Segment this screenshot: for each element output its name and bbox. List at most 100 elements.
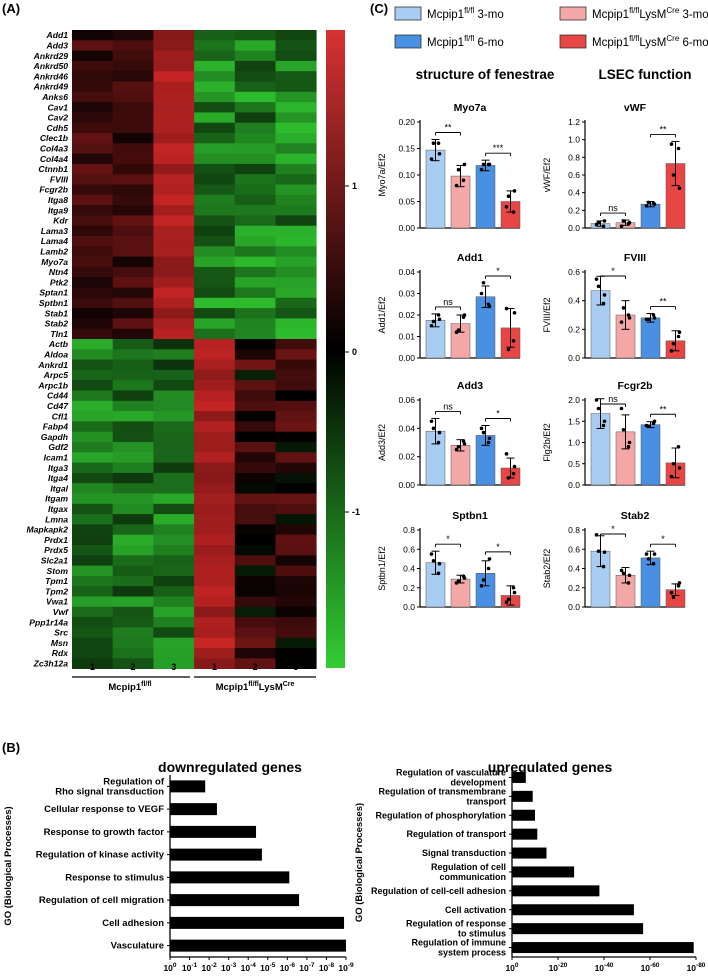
significance-label: ns [443, 297, 453, 307]
legend-tail: LysM [639, 37, 666, 49]
heatmap-cell [234, 194, 276, 206]
heatmap-cell [153, 472, 195, 484]
heatmap-cell [234, 524, 276, 536]
data-point [437, 152, 442, 156]
heatmap-cell [153, 648, 195, 659]
data-point [456, 167, 461, 172]
heatmap-gene-label: Arpc5 [43, 370, 69, 380]
heatmap-cell [234, 493, 276, 505]
heatmap-cell [275, 442, 317, 453]
x-tick-base: 10 [595, 963, 605, 973]
heatmap-cell [112, 472, 154, 484]
data-point [677, 186, 682, 191]
data-point [676, 444, 681, 449]
data-point [462, 442, 467, 446]
data-point [431, 319, 436, 324]
data-point [669, 474, 674, 479]
heatmap-cell [72, 266, 114, 278]
heatmap-cell [234, 349, 276, 360]
data-point [454, 447, 459, 452]
bar [640, 203, 661, 229]
heatmap-cell [275, 369, 317, 381]
heatmap-gene-label: Arpc1b [37, 380, 68, 390]
go-category-line: Regulation of [103, 776, 165, 787]
legend-sup: fl/fl [629, 34, 639, 43]
heatmap-cell [153, 349, 195, 360]
legend-time: 3-mo [679, 9, 708, 21]
legend-label: Mcpip1fl/flLysMCre 6-mo [592, 34, 708, 49]
go-category-label: Regulation of kinase activity [36, 850, 165, 861]
heatmap-cell [72, 60, 114, 72]
heatmap-cell [275, 565, 317, 577]
heatmap-cell [153, 462, 195, 474]
heatmap-cell [234, 50, 276, 62]
heatmap-cell [275, 658, 317, 669]
heatmap-cell [72, 472, 114, 484]
data-point [596, 549, 601, 553]
y-tick-label: 0.0 [568, 223, 580, 233]
heatmap-cell [153, 215, 195, 227]
heatmap-cell [112, 637, 154, 649]
heatmap-cell [194, 225, 236, 237]
heatmap-cell [153, 122, 195, 134]
heatmap-cell [72, 648, 114, 659]
heatmap-cell [234, 565, 276, 577]
x-tick-exp: -60 [650, 962, 660, 969]
go-category-line: Regulation of cell migration [39, 895, 164, 906]
heatmap-cell [275, 452, 317, 463]
significance-label: ns [443, 401, 453, 411]
data-point [652, 202, 657, 206]
heatmap-cell [153, 184, 195, 196]
heatmap-cell [194, 534, 236, 546]
go-category-line: Rho signal transduction [55, 786, 164, 797]
legend-tail-sup: Cre [666, 6, 679, 15]
x-tick-label: 10-5 [260, 962, 276, 973]
heatmap-cell [194, 91, 236, 103]
heatmap-cell [275, 411, 317, 422]
go-category-line: development [450, 777, 506, 787]
heatmap-cell [234, 483, 276, 494]
heatmap-cell [194, 617, 236, 628]
heatmap-cell [275, 328, 317, 340]
heatmap-cell [275, 606, 317, 618]
heatmap-cell [153, 308, 195, 319]
heatmap-cell [275, 277, 317, 288]
go-category-label: Regulation of cell migration [39, 895, 164, 906]
heatmap-cell [112, 71, 154, 82]
heatmap-cell [234, 225, 276, 237]
bar [640, 424, 661, 486]
heatmap-cell [112, 194, 154, 206]
heatmap-cell [275, 462, 317, 474]
heatmap-cell [234, 205, 276, 216]
go-bar [512, 923, 644, 935]
heatmap-cell [153, 205, 195, 216]
legend-sup: fl/fl [629, 6, 639, 15]
heatmap-cell [112, 225, 154, 237]
heatmap-gene-label: Msn [51, 638, 68, 648]
chart-title: Fcgr2b [617, 380, 652, 392]
go-bar [512, 771, 526, 783]
heatmap-cell [234, 411, 276, 422]
heatmap-cell [112, 205, 154, 216]
heatmap-cell [194, 380, 236, 391]
heatmap-cell [72, 534, 114, 546]
go-category-label: Response to growth factor [44, 827, 165, 838]
heatmap-cell [234, 606, 276, 618]
heatmap-cell [234, 102, 276, 113]
heatmap-cell [234, 277, 276, 288]
heatmap-cell [234, 163, 276, 175]
heatmap-gene-label: Cd44 [47, 391, 68, 401]
heatmap-cell [194, 308, 236, 319]
heatmap-cell [234, 174, 276, 185]
heatmap-cell [112, 328, 154, 340]
y-tick-label: 0.6 [568, 544, 580, 554]
data-point [436, 440, 441, 445]
heatmap-cell [275, 339, 317, 350]
heatmap-cell [194, 194, 236, 206]
heatmap-cell [153, 297, 195, 309]
heatmap-cell [72, 30, 114, 41]
heatmap-cell [275, 184, 317, 196]
heatmap-cell [275, 575, 317, 587]
